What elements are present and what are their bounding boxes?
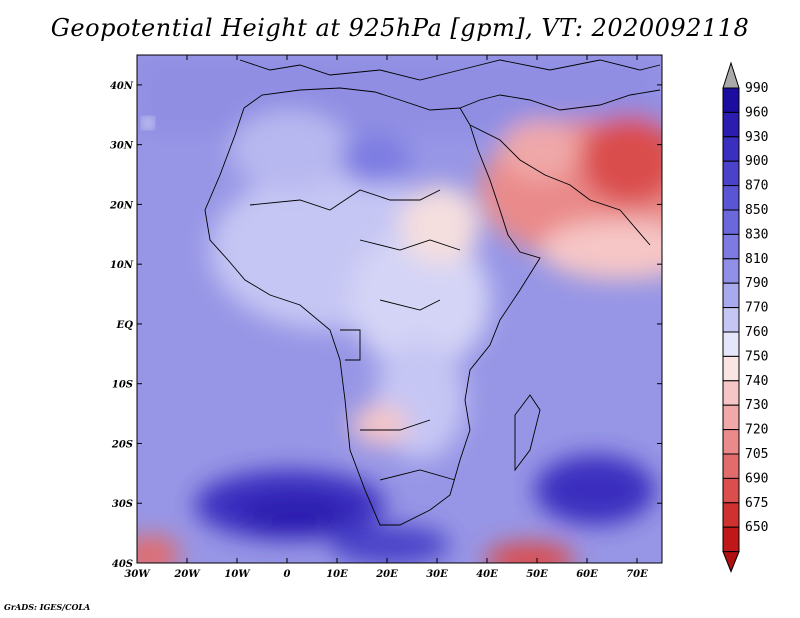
colorbar-level-label: 870 xyxy=(745,179,768,194)
colorbar-swatch xyxy=(722,355,740,382)
map-title: Geopotential Height at 925hPa [gpm], VT:… xyxy=(50,14,750,42)
colorbar-swatch xyxy=(722,258,740,284)
colorbar-level-label: 790 xyxy=(745,276,768,291)
axis-ticks xyxy=(136,55,662,564)
lon-label: 60E xyxy=(576,569,598,580)
lat-label: 10S xyxy=(112,380,133,391)
colorbar-swatch xyxy=(722,160,740,187)
colorbar-swatch xyxy=(722,404,740,431)
colorbar: 990 960 930 900 870 850 830 810 790 770 760 750 740 7… xyxy=(722,61,768,573)
colorbar-swatch xyxy=(722,136,740,162)
lon-label: 10E xyxy=(326,569,348,580)
colorbar-level-label: 810 xyxy=(745,252,768,267)
lon-label: 30W xyxy=(124,569,151,580)
colorbar-level-label: 675 xyxy=(745,496,768,511)
colorbar-bottom-arrow xyxy=(722,551,740,573)
colorbar-level-label: 930 xyxy=(745,130,768,145)
colorbar-swatch xyxy=(722,477,740,504)
lat-label: EQ xyxy=(116,320,134,331)
colorbar-swatch xyxy=(722,209,740,235)
colorbar-level-label: 730 xyxy=(745,398,768,413)
lat-label: 20S xyxy=(111,439,133,450)
colorbar-swatch xyxy=(722,429,740,455)
colorbar-swatch xyxy=(722,526,740,553)
colorbar-level-label: 830 xyxy=(745,227,768,242)
lat-label: 40S xyxy=(112,559,133,570)
lon-label: 70E xyxy=(626,569,648,580)
lon-label: 20E xyxy=(375,569,398,580)
colorbar-level-label: 900 xyxy=(745,154,768,169)
colorbar-level-label: 720 xyxy=(745,423,768,438)
colorbar-swatch xyxy=(722,111,740,138)
lon-label: 40E xyxy=(476,569,498,580)
geopotential-field xyxy=(137,55,662,563)
colorbar-level-label: 650 xyxy=(745,520,768,535)
colorbar-swatch xyxy=(722,331,740,357)
lat-label: 20N xyxy=(109,200,134,211)
lat-label: 30N xyxy=(110,141,134,152)
colorbar-level-label: 705 xyxy=(745,447,768,462)
lat-label: 10N xyxy=(110,260,134,271)
colorbar-level-label: 770 xyxy=(745,301,768,316)
colorbar-level-label: 690 xyxy=(745,471,768,486)
colorbar-level-label: 740 xyxy=(745,374,768,389)
colorbar-swatch xyxy=(722,282,740,309)
lat-label: 30S xyxy=(112,499,133,510)
lon-label: 0 xyxy=(284,569,291,580)
colorbar-swatch xyxy=(722,453,740,479)
colorbar-level-label: 850 xyxy=(745,203,768,218)
axis-labels: 30W 20W 10W 0 10E 20E 30E 40E 50E 60E 70E 40N 30N 20N… xyxy=(109,81,648,580)
colorbar-swatch xyxy=(722,87,740,113)
lon-label: 20W xyxy=(173,569,201,580)
colorbar-level-label: 760 xyxy=(745,325,768,340)
map-frame xyxy=(136,54,663,564)
colorbar-top-arrow xyxy=(722,61,740,89)
lat-label: 40N xyxy=(110,81,134,92)
lon-label: 30E xyxy=(426,569,448,580)
colorbar-swatch xyxy=(722,502,740,528)
lon-label: 10W xyxy=(224,569,251,580)
footer-credit: GrADS: IGES/COLA xyxy=(4,602,91,612)
colorbar-swatch xyxy=(722,185,740,211)
coastlines xyxy=(204,59,661,526)
colorbar-swatch xyxy=(722,380,740,406)
colorbar-swatch xyxy=(722,307,740,333)
colorbar-level-label: 750 xyxy=(745,349,768,364)
colorbar-swatch xyxy=(722,233,740,260)
lon-label: 50E xyxy=(526,569,548,580)
colorbar-level-label: 990 xyxy=(745,81,768,96)
colorbar-level-label: 960 xyxy=(745,105,768,120)
